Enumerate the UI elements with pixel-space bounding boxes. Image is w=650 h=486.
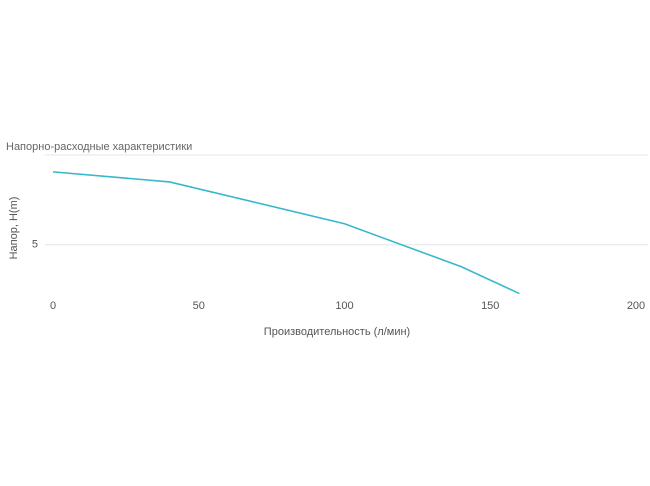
y-axis-label: Напор, H(m) (8, 197, 20, 260)
x-tick-label: 200 (627, 300, 645, 312)
data-line (52, 171, 520, 295)
x-tick-label: 150 (481, 300, 499, 312)
chart-title: Напорно-расходные характеристики (6, 141, 192, 153)
x-axis-label: Производительность (л/мин) (264, 326, 410, 338)
x-tick-label: 0 (50, 300, 56, 312)
x-tick-label: 100 (335, 300, 353, 312)
y-tick-label: 5 (32, 239, 38, 251)
x-tick-label: 50 (193, 300, 205, 312)
